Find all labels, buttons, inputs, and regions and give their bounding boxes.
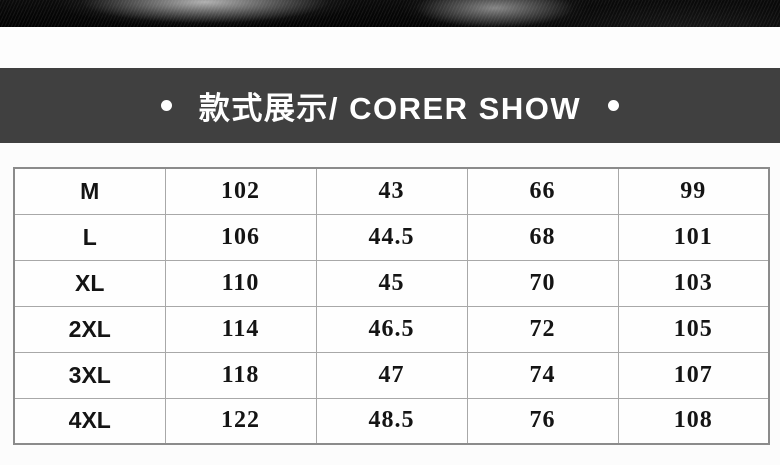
- measurement-value: 107: [617, 351, 770, 399]
- table-row: 2XL 114 46.5 72 105: [13, 305, 770, 353]
- table-row: M 102 43 66 99: [13, 167, 770, 215]
- measurement-value: 44.5: [315, 213, 468, 261]
- size-chart-wrapper: M 102 43 66 99 L 106 44.5 68 101 XL 110 …: [0, 167, 780, 445]
- spacer: [0, 143, 780, 167]
- measurement-value: 43: [315, 167, 468, 215]
- measurement-value: 48.5: [315, 397, 468, 445]
- measurement-value: 68: [466, 213, 619, 261]
- table-row: XL 110 45 70 103: [13, 259, 770, 307]
- size-label: M: [13, 167, 166, 215]
- measurement-value: 110: [164, 259, 317, 307]
- measurement-value: 70: [466, 259, 619, 307]
- spacer: [0, 27, 780, 68]
- measurement-value: 45: [315, 259, 468, 307]
- measurement-value: 103: [617, 259, 770, 307]
- measurement-value: 122: [164, 397, 317, 445]
- measurement-value: 47: [315, 351, 468, 399]
- size-label: XL: [13, 259, 166, 307]
- bullet-icon: [608, 100, 620, 111]
- measurement-value: 106: [164, 213, 317, 261]
- fabric-photo: [0, 0, 780, 27]
- table-row: 4XL 122 48.5 76 108: [13, 397, 770, 445]
- table-row: L 106 44.5 68 101: [13, 213, 770, 261]
- measurement-value: 46.5: [315, 305, 468, 353]
- measurement-value: 74: [466, 351, 619, 399]
- fabric-texture: [0, 0, 780, 27]
- measurement-value: 105: [617, 305, 770, 353]
- measurement-value: 102: [164, 167, 317, 215]
- measurement-value: 76: [466, 397, 619, 445]
- size-label: L: [13, 213, 166, 261]
- measurement-value: 108: [617, 397, 770, 445]
- measurement-value: 118: [164, 351, 317, 399]
- size-label: 2XL: [13, 305, 166, 353]
- table-row: 3XL 118 47 74 107: [13, 351, 770, 399]
- measurement-value: 66: [466, 167, 619, 215]
- size-label: 3XL: [13, 351, 166, 399]
- bullet-icon: [160, 100, 172, 111]
- measurement-value: 101: [617, 213, 770, 261]
- section-banner: 款式展示/ CORER SHOW: [0, 68, 780, 143]
- measurement-value: 72: [466, 305, 619, 353]
- size-label: 4XL: [13, 397, 166, 445]
- section-title: 款式展示/ CORER SHOW: [198, 91, 582, 126]
- measurement-value: 114: [164, 305, 317, 353]
- size-chart-table: M 102 43 66 99 L 106 44.5 68 101 XL 110 …: [13, 167, 770, 445]
- measurement-value: 99: [617, 167, 770, 215]
